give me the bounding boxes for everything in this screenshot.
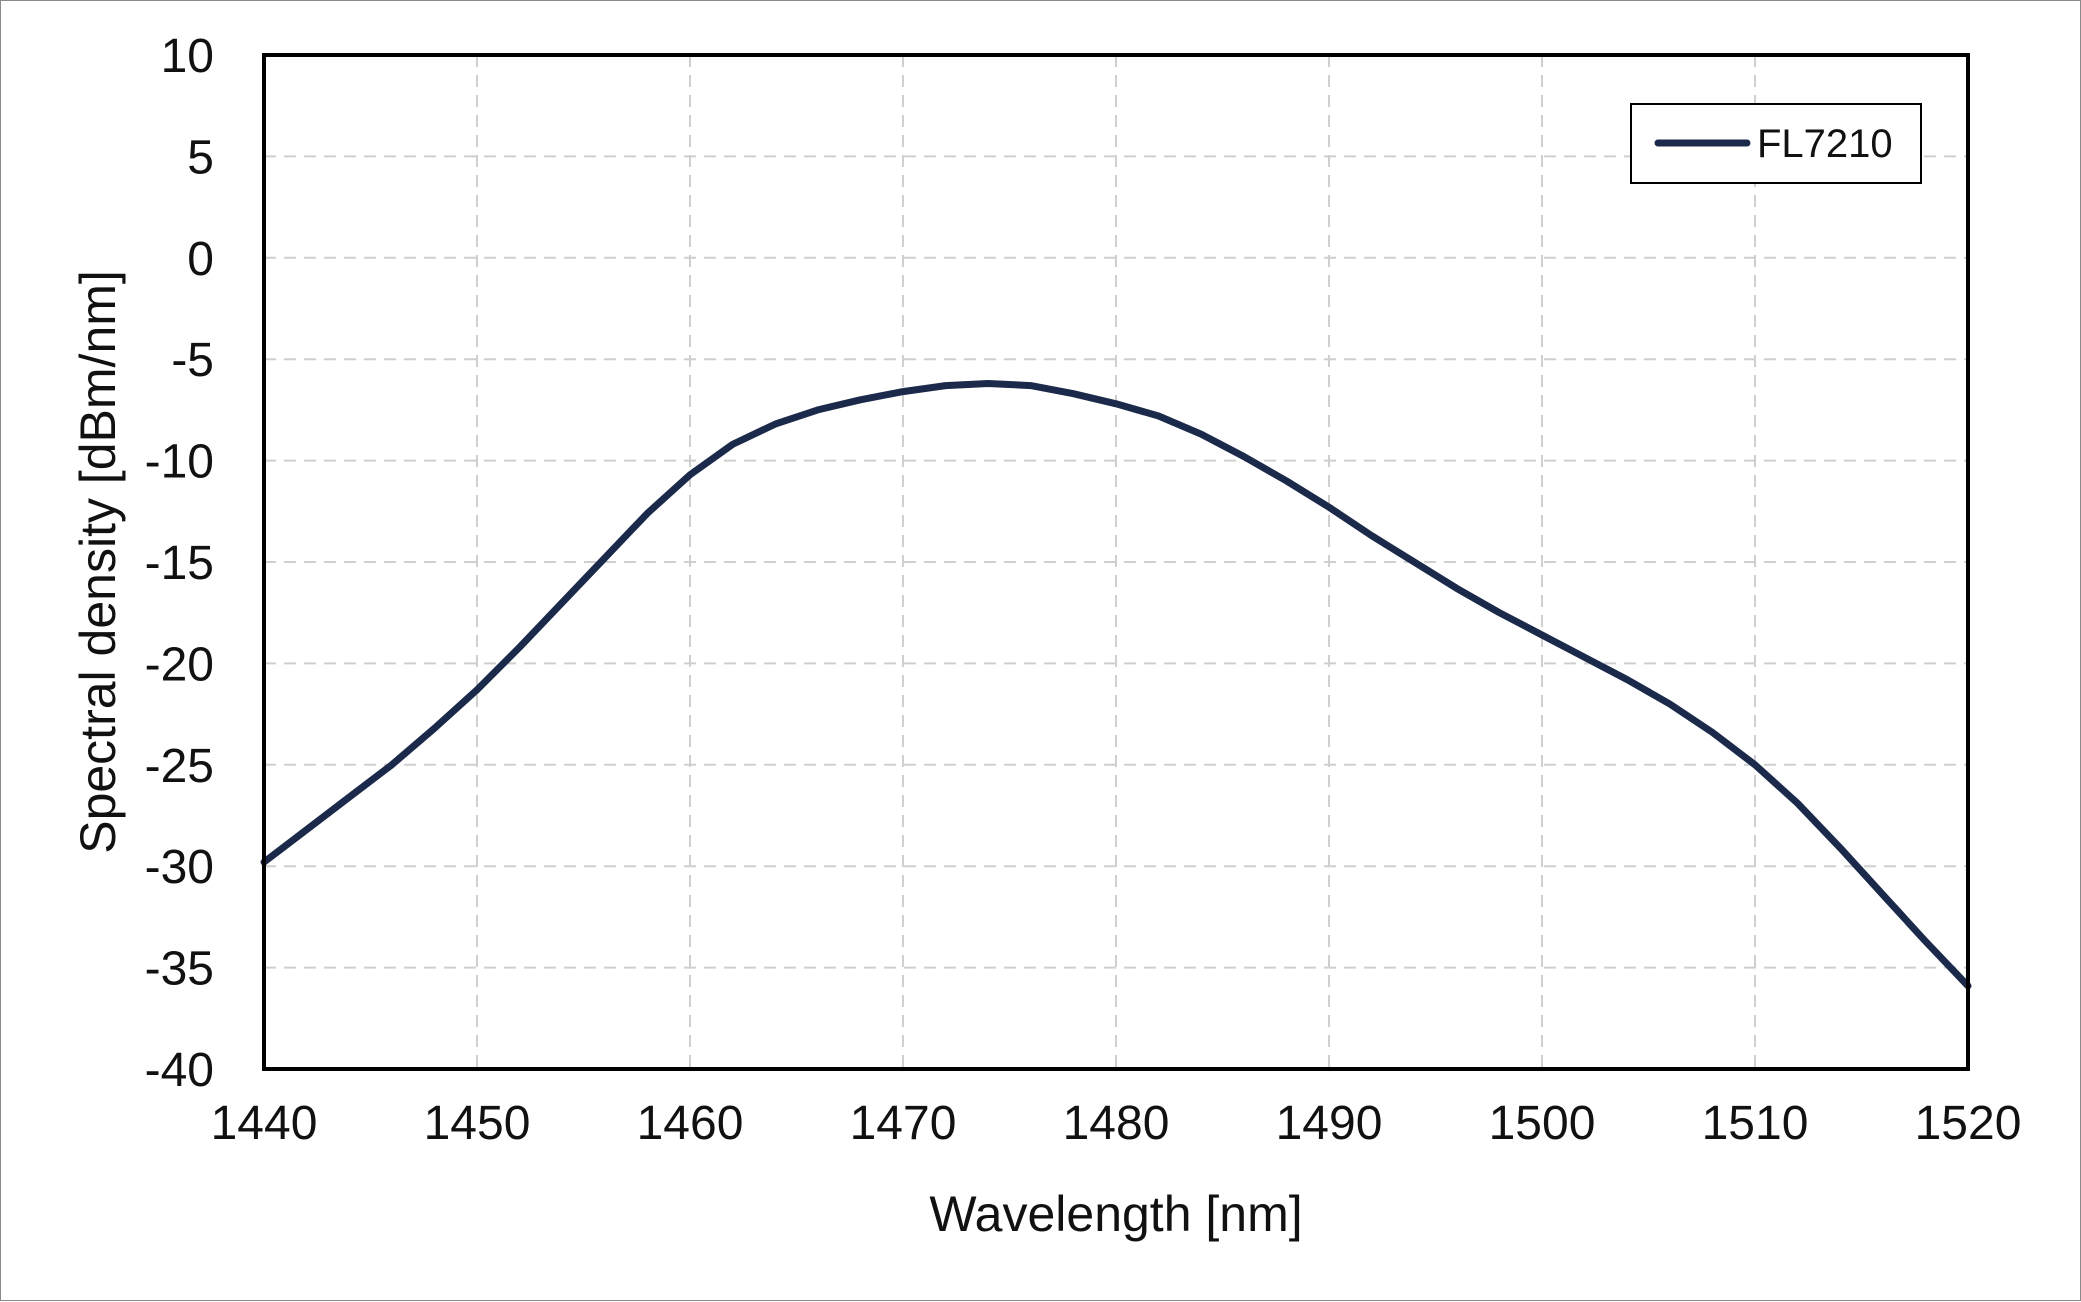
series-layer [260, 380, 1972, 990]
y-tick-label: 0 [187, 233, 214, 286]
x-tick-label: 1520 [1915, 1097, 2022, 1150]
x-tick-label: 1490 [1276, 1097, 1383, 1150]
y-tick-label: -15 [145, 537, 214, 590]
legend: FL7210 [1630, 103, 1922, 184]
y-tick-label: -10 [145, 436, 214, 489]
x-tick-label: 1470 [850, 1097, 957, 1150]
y-tick-label: -25 [145, 740, 214, 793]
y-tick-label: -20 [145, 638, 214, 691]
x-tick-label: 1440 [211, 1097, 318, 1150]
y-tick-label: 10 [161, 30, 214, 83]
x-axis-title: Wavelength [nm] [929, 1186, 1302, 1242]
x-tick-label: 1480 [1063, 1097, 1170, 1150]
y-tick-label: -30 [145, 841, 214, 894]
y-tick-label: -35 [145, 943, 214, 996]
x-tick-label: 1510 [1702, 1097, 1809, 1150]
grid-layer [264, 55, 1968, 1069]
y-tick-labels: 10 5 0 -5 -10 -15 -20 -25 -30 -35 -40 [145, 30, 214, 1097]
x-tick-labels: 1440 1450 1460 1470 1480 1490 1500 1510 1520 [211, 1097, 2022, 1150]
plot-area-border [262, 53, 1970, 1071]
y-axis-title: Spectral density [dBm/nm] [70, 270, 126, 854]
series-line-fl7210 [260, 380, 1972, 990]
y-tick-label: -40 [145, 1044, 214, 1097]
y-tick-label: -5 [171, 334, 214, 387]
x-tick-label: 1500 [1489, 1097, 1596, 1150]
y-tick-label: 5 [187, 131, 214, 184]
x-tick-label: 1460 [637, 1097, 744, 1150]
x-tick-label: 1450 [424, 1097, 531, 1150]
legend-label-fl7210: FL7210 [1757, 122, 1893, 166]
